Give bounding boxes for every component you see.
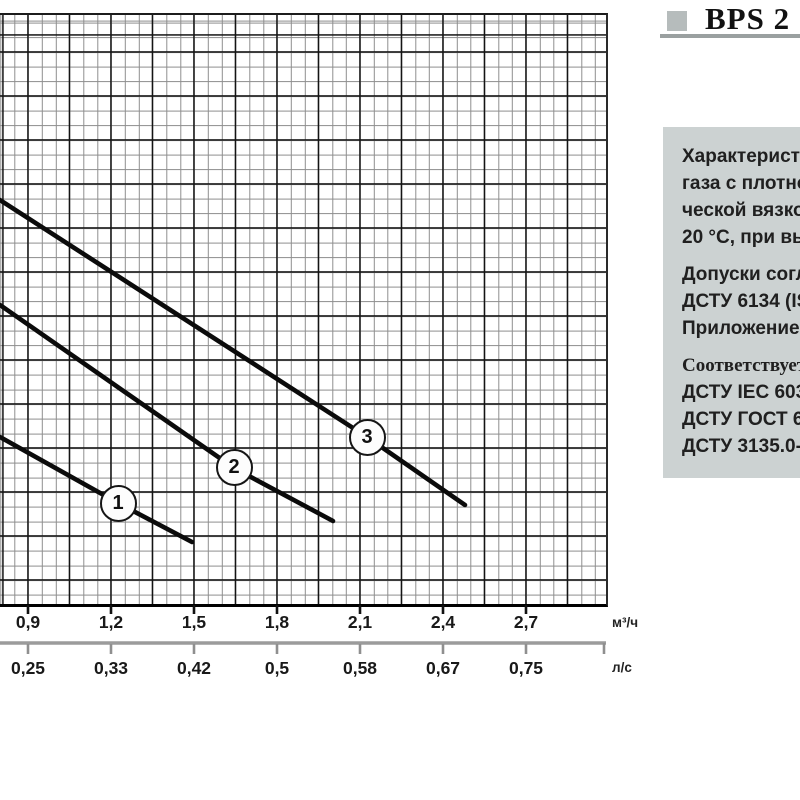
info-paragraph-characteristics: Характеристик газа с плотнос ческой вязк… bbox=[682, 143, 800, 251]
x2-label-0-42: 0,42 bbox=[176, 658, 212, 678]
curve-marker-3: 3 bbox=[348, 418, 386, 456]
info-line: ДСТУ 6134 (ISO bbox=[682, 291, 800, 312]
page-title: BPS 2 bbox=[705, 1, 791, 36]
info-line: ческой вязкост bbox=[682, 200, 800, 221]
x2-label-0-33: 0,33 bbox=[93, 658, 129, 678]
x-label-1-8: 1,8 bbox=[264, 612, 290, 632]
curve-speed-2 bbox=[0, 302, 336, 524]
title-divider-rule bbox=[660, 34, 800, 38]
x2-label-0-75: 0,75 bbox=[508, 658, 544, 678]
info-line: Характеристик bbox=[682, 146, 800, 167]
curve-speed-1 bbox=[0, 434, 195, 545]
x2-label-0-5: 0,5 bbox=[264, 658, 290, 678]
x-label-1-5: 1,5 bbox=[181, 612, 207, 632]
standards-heading: Соответствует bbox=[682, 355, 800, 376]
info-line: ДСТУ IEC 60335 bbox=[682, 382, 800, 403]
x-unit-ls: л/с bbox=[612, 660, 632, 675]
info-panel: Характеристик газа с плотнос ческой вязк… bbox=[663, 127, 800, 478]
curve-marker-3-label: 3 bbox=[361, 425, 373, 448]
primary-axis-ticks bbox=[26, 605, 528, 614]
x2-label-0-67: 0,67 bbox=[425, 658, 461, 678]
info-line: 20 °С, при высо bbox=[682, 227, 800, 248]
title-bullet-square bbox=[667, 11, 687, 31]
x2-label-0-58: 0,58 bbox=[342, 658, 378, 678]
info-line: ДСТУ ГОСТ 613 bbox=[682, 409, 800, 430]
secondary-axis bbox=[0, 641, 606, 654]
info-paragraph-tolerances: Допуски соглас ДСТУ 6134 (ISO Приложение… bbox=[682, 261, 800, 342]
curve-marker-2: 2 bbox=[215, 448, 253, 486]
info-line: ДСТУ 3135.0-9 bbox=[682, 436, 800, 457]
x-label-0-9: 0,9 bbox=[15, 612, 41, 632]
curve-marker-1-label: 1 bbox=[112, 491, 124, 514]
info-paragraph-standards: Соответствует ДСТУ IEC 60335 ДСТУ ГОСТ 6… bbox=[682, 352, 800, 460]
curve-marker-1: 1 bbox=[99, 484, 137, 522]
x2-label-0-25: 0,25 bbox=[10, 658, 46, 678]
x-label-2-1: 2,1 bbox=[347, 612, 373, 632]
info-line: Приложение А bbox=[682, 318, 800, 339]
curve-marker-2-label: 2 bbox=[228, 455, 240, 478]
x-label-2-7: 2,7 bbox=[513, 612, 539, 632]
x-label-2-4: 2,4 bbox=[430, 612, 456, 632]
x-unit-m3h: м³/ч bbox=[612, 615, 639, 630]
info-line: газа с плотнос bbox=[682, 173, 800, 194]
x-label-1-2: 1,2 bbox=[98, 612, 124, 632]
info-line: Допуски соглас bbox=[682, 264, 800, 285]
